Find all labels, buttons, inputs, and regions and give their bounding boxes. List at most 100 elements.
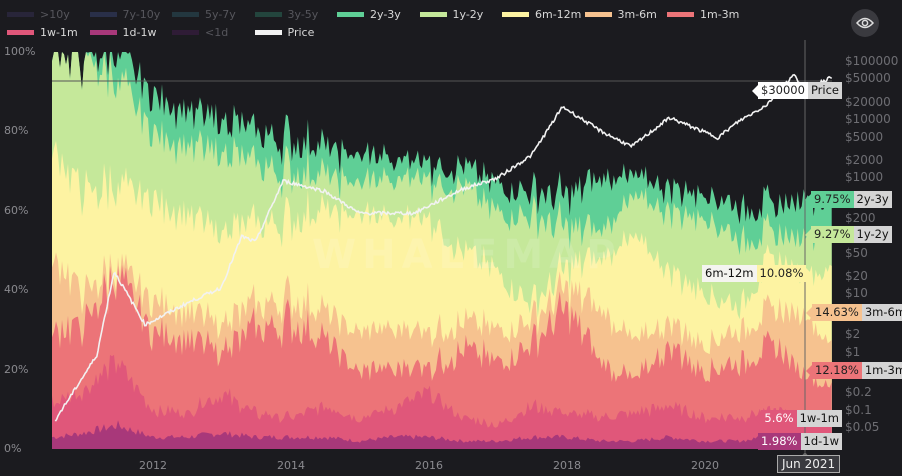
tag-6m-12m-value: 10.08% (756, 265, 813, 282)
legend-label: 5y-7y (205, 8, 236, 21)
area-1w-1m (52, 354, 832, 449)
tag-1y-2y-value: 9.27% (805, 226, 854, 243)
price-tick-label: $1 (845, 344, 861, 359)
legend-item[interactable]: Price (254, 26, 315, 39)
x-tick-label: 2014 (277, 459, 306, 472)
eye-icon (856, 17, 874, 29)
legend-label: 3y-5y (287, 8, 319, 21)
tag-3m-6m-name: 3m-6m (861, 304, 902, 321)
price-tick-label: $20 (845, 268, 868, 283)
tag-1y-2y-name: 1y-2y (853, 226, 892, 243)
legend-item[interactable]: 3y-5y (254, 8, 319, 21)
legend-label: Price (287, 26, 315, 39)
legend-swatch (7, 30, 34, 35)
visibility-toggle-button[interactable] (851, 9, 879, 37)
tag-1w-1m: 5.6% 1w-1m (755, 410, 842, 427)
tag-1d-1w-name: 1d-1w (800, 433, 842, 450)
legend-label: 1m-3m (700, 8, 740, 21)
legend-item[interactable]: 5y-7y (172, 8, 236, 21)
tag-1m-3m-value: 12.18% (806, 362, 862, 379)
x-tick-label: 2012 (139, 459, 168, 472)
legend-swatch (502, 12, 529, 17)
legend-item[interactable]: 1m-3m (667, 8, 739, 21)
area-1d-1w (52, 420, 832, 449)
price-tick-label: $100000 (845, 54, 899, 68)
legend-item[interactable]: 1y-2y (419, 8, 484, 21)
legend-item[interactable]: <1d (172, 26, 228, 39)
legend-swatch (254, 12, 282, 17)
legend-swatch (419, 12, 447, 17)
legend-swatch (172, 12, 199, 17)
legend-swatch (89, 12, 117, 17)
tag-2y-3y-value: 9.75% (805, 191, 854, 208)
legend-label: 3m-6m (617, 8, 657, 21)
legend-item[interactable]: 1d-1w (89, 26, 157, 39)
legend-label: 7y-10y (122, 8, 161, 21)
y-tick-label: 60% (4, 203, 29, 217)
price-tick-label: $200 (845, 210, 876, 225)
legend-swatch (584, 12, 612, 17)
legend-label: 6m-12m (535, 8, 582, 21)
legend-label: >10y (40, 8, 70, 21)
price-tick-label: $50000 (845, 71, 891, 86)
price-tick-label: $10 (845, 286, 868, 301)
tag-6m-12m-name: 6m-12m (702, 265, 757, 282)
x-tick-label: 2018 (553, 459, 582, 472)
tag-2y-3y: 9.75% 2y-3y (805, 191, 892, 208)
legend-swatch (254, 30, 282, 35)
y-tick-label: 0% (4, 442, 22, 455)
legend-swatch (172, 30, 199, 35)
tag-1y-2y: 9.27% 1y-2y (805, 226, 892, 243)
tag-1m-3m-name: 1m-3m (861, 362, 902, 379)
x-tick-label: 2016 (415, 459, 444, 472)
price-tag-value: $30000 (752, 82, 808, 99)
legend-swatch (667, 12, 694, 17)
tag-1d-1w: 1.98% 1d-1w (752, 433, 842, 450)
watermark: WHALEMAP (312, 232, 622, 278)
area-1m-3m (52, 264, 832, 449)
legend-label: 1y-2y (452, 8, 484, 21)
legend-label: 1w-1m (40, 26, 78, 39)
tag-3m-6m: 14.63% 3m-6m (806, 304, 902, 321)
crosshair-date-label: Jun 2021 (777, 455, 841, 473)
price-tick-label: $0.2 (845, 385, 872, 400)
legend-label: 1d-1w (122, 26, 157, 39)
price-tag: $30000 Price (752, 82, 842, 99)
legend-item[interactable]: 6m-12m (502, 8, 581, 21)
price-tick-label: $10000 (845, 112, 891, 127)
price-tick-label: $2000 (845, 152, 884, 167)
price-tick-label: $0.05 (845, 420, 880, 435)
x-tick-label: 2020 (691, 459, 720, 472)
tag-1d-1w-value: 1.98% (752, 433, 801, 450)
legend-item[interactable]: 3m-6m (584, 8, 657, 21)
legend-item[interactable]: 2y-3y (337, 8, 401, 21)
price-tick-label: $2 (845, 327, 861, 341)
price-tick-label: $0.1 (845, 402, 872, 417)
y-tick-label: 40% (4, 283, 29, 297)
tag-1w-1m-value: 5.6% (755, 410, 797, 427)
legend-item[interactable]: >10y (7, 8, 70, 21)
tag-1w-1m-name: 1w-1m (796, 410, 842, 427)
price-tick-label: $5000 (845, 129, 884, 144)
legend-label: 2y-3y (370, 8, 401, 21)
y-tick-label: 100% (4, 45, 36, 58)
price-tag-name: Price (807, 82, 842, 99)
price-tick-label: $50 (845, 245, 868, 260)
tag-6m-12m: 6m-12m 10.08% (702, 265, 813, 282)
legend-swatch (337, 12, 364, 17)
price-tick-label: $20000 (845, 94, 891, 109)
y-tick-label: 20% (4, 362, 29, 376)
tag-2y-3y-name: 2y-3y (853, 191, 892, 208)
price-tick-label: $1000 (845, 170, 884, 185)
legend-item[interactable]: 1w-1m (7, 26, 78, 39)
legend-item[interactable]: 7y-10y (89, 8, 161, 21)
tag-3m-6m-value: 14.63% (806, 304, 862, 321)
legend-label: <1d (205, 26, 229, 39)
tag-1m-3m: 12.18% 1m-3m (806, 362, 902, 379)
y-tick-label: 80% (4, 124, 29, 138)
price-line (54, 73, 833, 422)
legend-swatch (7, 12, 34, 17)
legend-swatch (89, 30, 117, 35)
stacked-areas (52, 52, 832, 449)
